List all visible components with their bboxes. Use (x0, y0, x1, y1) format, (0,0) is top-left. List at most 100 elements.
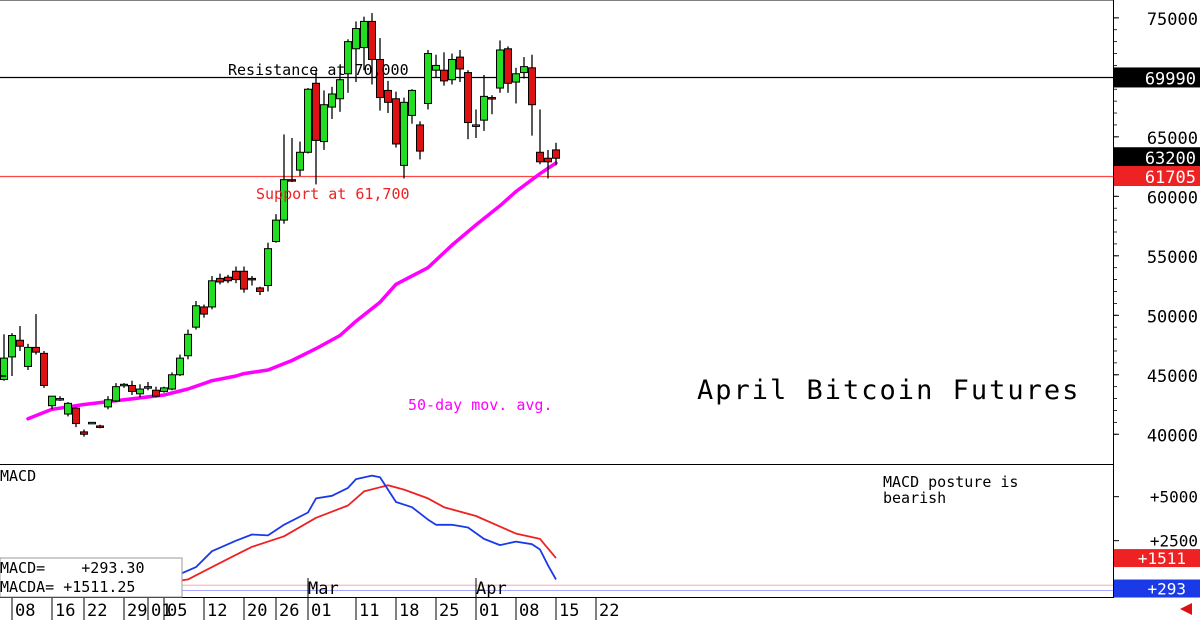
candle (336, 67, 344, 112)
day-label: 26 (279, 601, 299, 620)
candle (48, 395, 56, 410)
candle (384, 80, 392, 114)
candle-body (56, 398, 64, 401)
price-tag-bg (1114, 67, 1200, 88)
candle-body (224, 276, 232, 282)
candle (120, 383, 128, 388)
ma-50-line (26, 161, 558, 421)
candle (16, 325, 24, 351)
candle (136, 384, 144, 398)
price-tag-bg (1114, 147, 1200, 168)
price-tag-text: 69990 (1145, 69, 1196, 89)
candle (360, 16, 368, 71)
macda-readout-value: MACDA= +1511.25 (0, 578, 135, 596)
candle-body (256, 287, 264, 292)
candle-body (160, 387, 168, 392)
candle-body (192, 305, 200, 328)
candle-body (40, 352, 48, 386)
candle (216, 273, 224, 285)
candle (72, 406, 80, 428)
candle-body (488, 97, 496, 100)
chart-title: April Bitcoin Futures (697, 375, 1080, 406)
candle-body (168, 374, 176, 390)
moving-average-layer (26, 161, 558, 421)
candle-body (272, 219, 280, 243)
candle-body (96, 425, 104, 428)
macd-tag: +293 (1114, 579, 1200, 599)
price-tick-label: 40000 (1147, 426, 1198, 446)
day-label: 01 (479, 601, 499, 620)
macd-tag-bg (1114, 549, 1200, 568)
month-label: Apr (476, 579, 507, 599)
candle-body (512, 73, 520, 83)
macd-annotation-line1: MACD posture is (883, 473, 1018, 491)
price-tag: 69990 (1114, 67, 1200, 89)
candle (104, 396, 112, 410)
candle-body (344, 41, 352, 75)
candle (264, 242, 272, 292)
day-label: 12 (207, 601, 227, 620)
candle (520, 57, 528, 79)
candle-body (336, 79, 344, 100)
candle (408, 89, 416, 124)
candle-body (280, 179, 288, 221)
candle (272, 214, 280, 243)
candle (296, 141, 304, 177)
candle-body (48, 395, 56, 407)
candle-body (528, 67, 536, 106)
candle (128, 380, 136, 395)
price-tick-label: 55000 (1147, 248, 1198, 268)
candle-body (424, 53, 432, 105)
candle-body (408, 89, 416, 116)
candle (352, 21, 360, 83)
candle (528, 54, 536, 136)
candle (248, 276, 256, 286)
candle-body (144, 386, 152, 389)
macd-readout-value: MACD= +293.30 (0, 559, 145, 577)
price-tick-label: 60000 (1147, 188, 1198, 208)
candle (144, 381, 152, 391)
candle (80, 429, 88, 437)
price-axis: 4000045000500005500060000650007000075000… (1113, 10, 1200, 446)
candle-body (440, 69, 448, 82)
candle (240, 266, 248, 293)
price-tick-label: 75000 (1147, 10, 1198, 30)
candle (552, 142, 560, 166)
back-arrow-icon[interactable] (1180, 603, 1192, 615)
candle (400, 97, 408, 179)
day-label: 18 (399, 601, 419, 620)
price-tick-label: 65000 (1147, 129, 1198, 149)
candle-body (208, 280, 216, 308)
candle (376, 38, 384, 111)
candle-body (0, 357, 8, 381)
candle-body (320, 104, 328, 143)
candle (416, 121, 424, 160)
candle-body (552, 149, 560, 159)
candle (24, 343, 32, 371)
candle (88, 421, 96, 425)
candle-body (264, 248, 272, 287)
candle (448, 53, 456, 85)
price-tag: 63200 (1114, 147, 1200, 169)
candle (320, 90, 328, 150)
price-tag-bg (1114, 166, 1200, 187)
candle (488, 95, 496, 115)
resistance-label: Resistance at 70,000 (228, 61, 409, 79)
day-label: 16 (55, 601, 75, 620)
price-tag-text: 61705 (1145, 168, 1196, 188)
candle-body (136, 388, 144, 395)
candle (456, 49, 464, 83)
candle (152, 386, 160, 398)
candle-body (248, 277, 256, 281)
price-tick-label: 50000 (1147, 307, 1198, 327)
candle-body (464, 72, 472, 124)
candle (368, 13, 376, 85)
day-label: 01 (151, 601, 171, 620)
candle-body (504, 48, 512, 84)
candle (304, 88, 312, 154)
macd-readout-box: MACD= +293.30 MACDA= +1511.25 (0, 557, 183, 598)
day-label: 15 (559, 601, 579, 620)
candle (280, 134, 288, 224)
chart-frame (0, 0, 1114, 598)
